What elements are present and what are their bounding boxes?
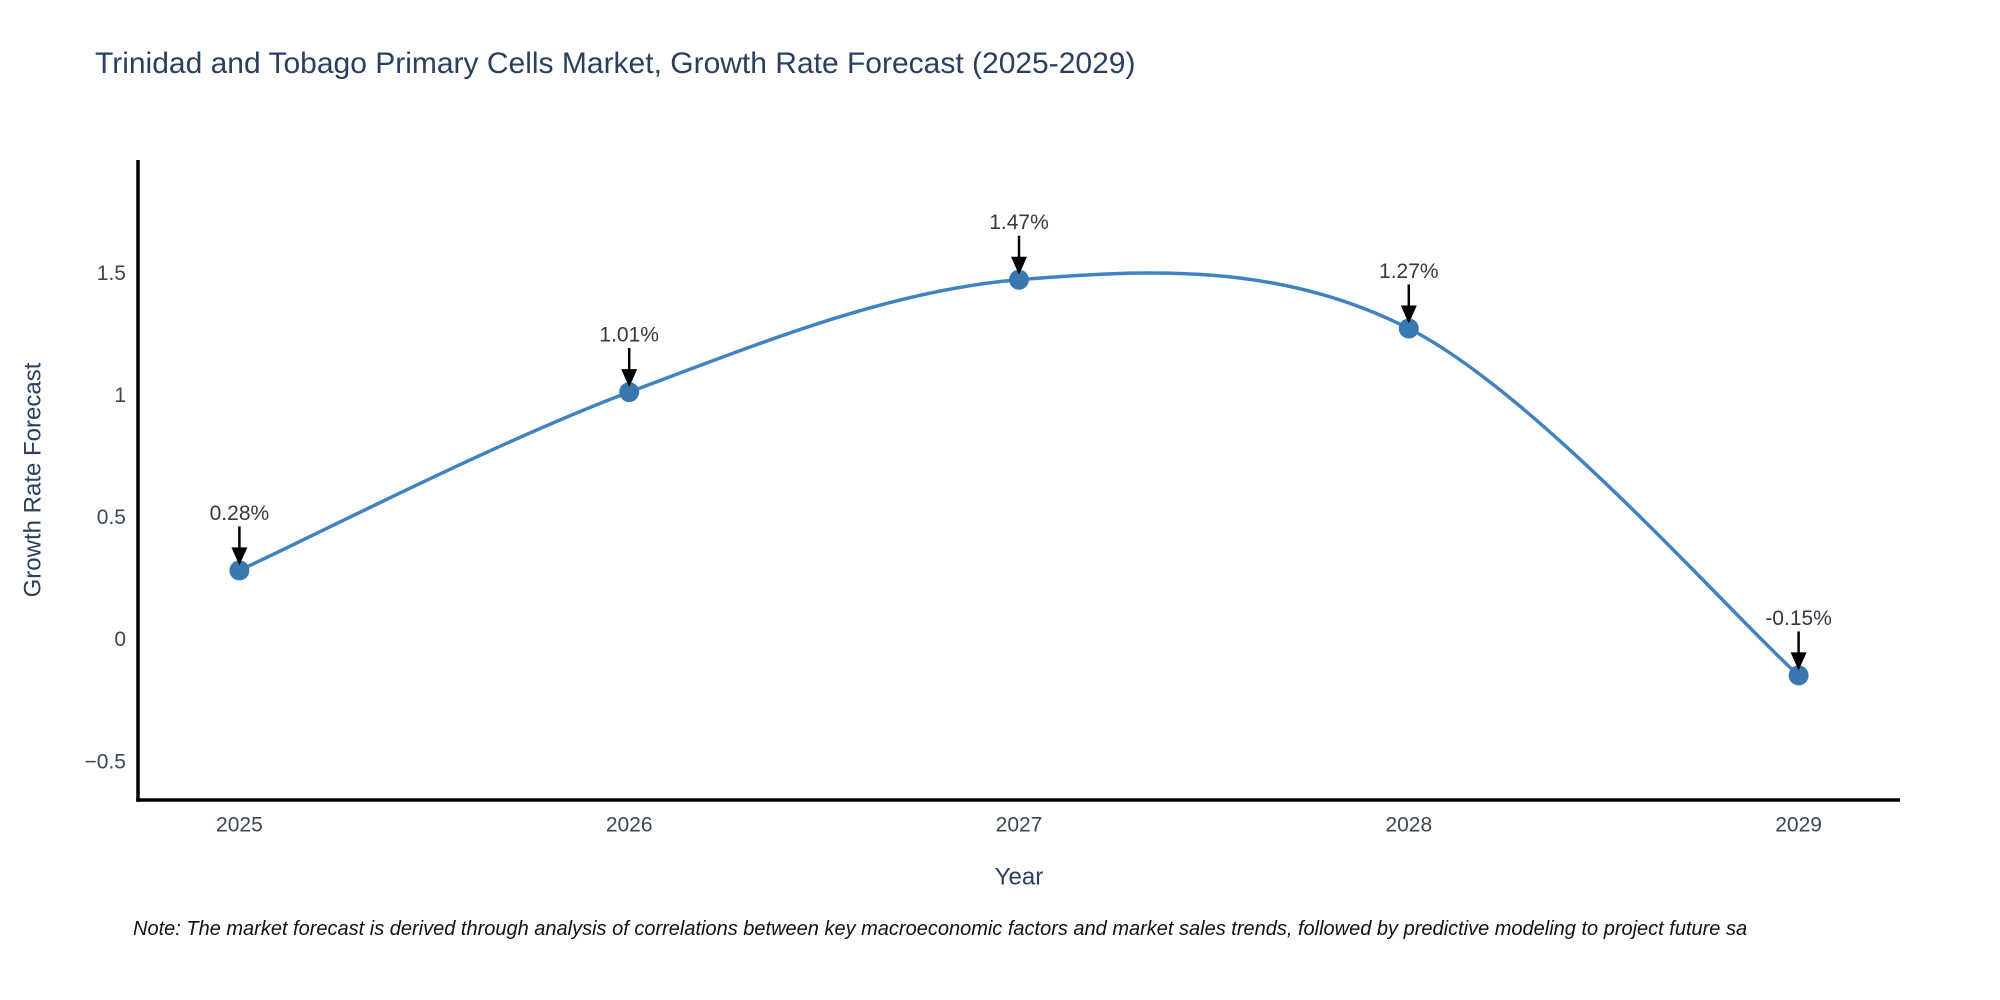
data-point-marker[interactable] — [229, 560, 250, 581]
data-point-marker[interactable] — [619, 382, 640, 403]
chart-title: Trinidad and Tobago Primary Cells Market… — [95, 47, 1136, 80]
annotation-arrow-head-icon — [621, 369, 638, 388]
x-tick-label: 2029 — [1775, 813, 1822, 836]
annotation-arrow-head-icon — [231, 547, 248, 566]
x-tick-label: 2027 — [996, 813, 1043, 836]
annotation-arrow-head-icon — [1011, 256, 1027, 275]
y-tick-label: 0 — [114, 628, 126, 651]
annotation-arrow-head-icon — [1400, 305, 1417, 324]
y-tick-label: 0.5 — [97, 506, 126, 529]
forecast-line — [237, 271, 1801, 678]
data-point-label: 1.47% — [989, 211, 1049, 234]
x-tick-label: 2028 — [1385, 813, 1432, 836]
y-axis-title: Growth Rate Forecast — [19, 362, 46, 597]
data-point-label: 1.27% — [1379, 260, 1439, 283]
data-point-label: 0.28% — [210, 502, 270, 525]
data-point-label: -0.15% — [1765, 607, 1832, 630]
footnote: Note: The market forecast is derived thr… — [133, 918, 1748, 940]
x-axis-title: Year — [995, 863, 1044, 890]
y-tick-label: 1.5 — [97, 262, 126, 285]
x-tick-label: 2026 — [606, 813, 653, 836]
y-tick-label: 1 — [114, 384, 126, 407]
data-point-marker[interactable] — [1788, 665, 1809, 686]
data-point-marker[interactable] — [1009, 269, 1029, 290]
data-point-marker[interactable] — [1398, 318, 1419, 339]
x-tick-label: 2025 — [216, 813, 263, 836]
y-tick-label: −0.5 — [85, 750, 126, 773]
annotation-arrow-head-icon — [1790, 652, 1807, 671]
data-point-label: 1.01% — [599, 323, 659, 346]
